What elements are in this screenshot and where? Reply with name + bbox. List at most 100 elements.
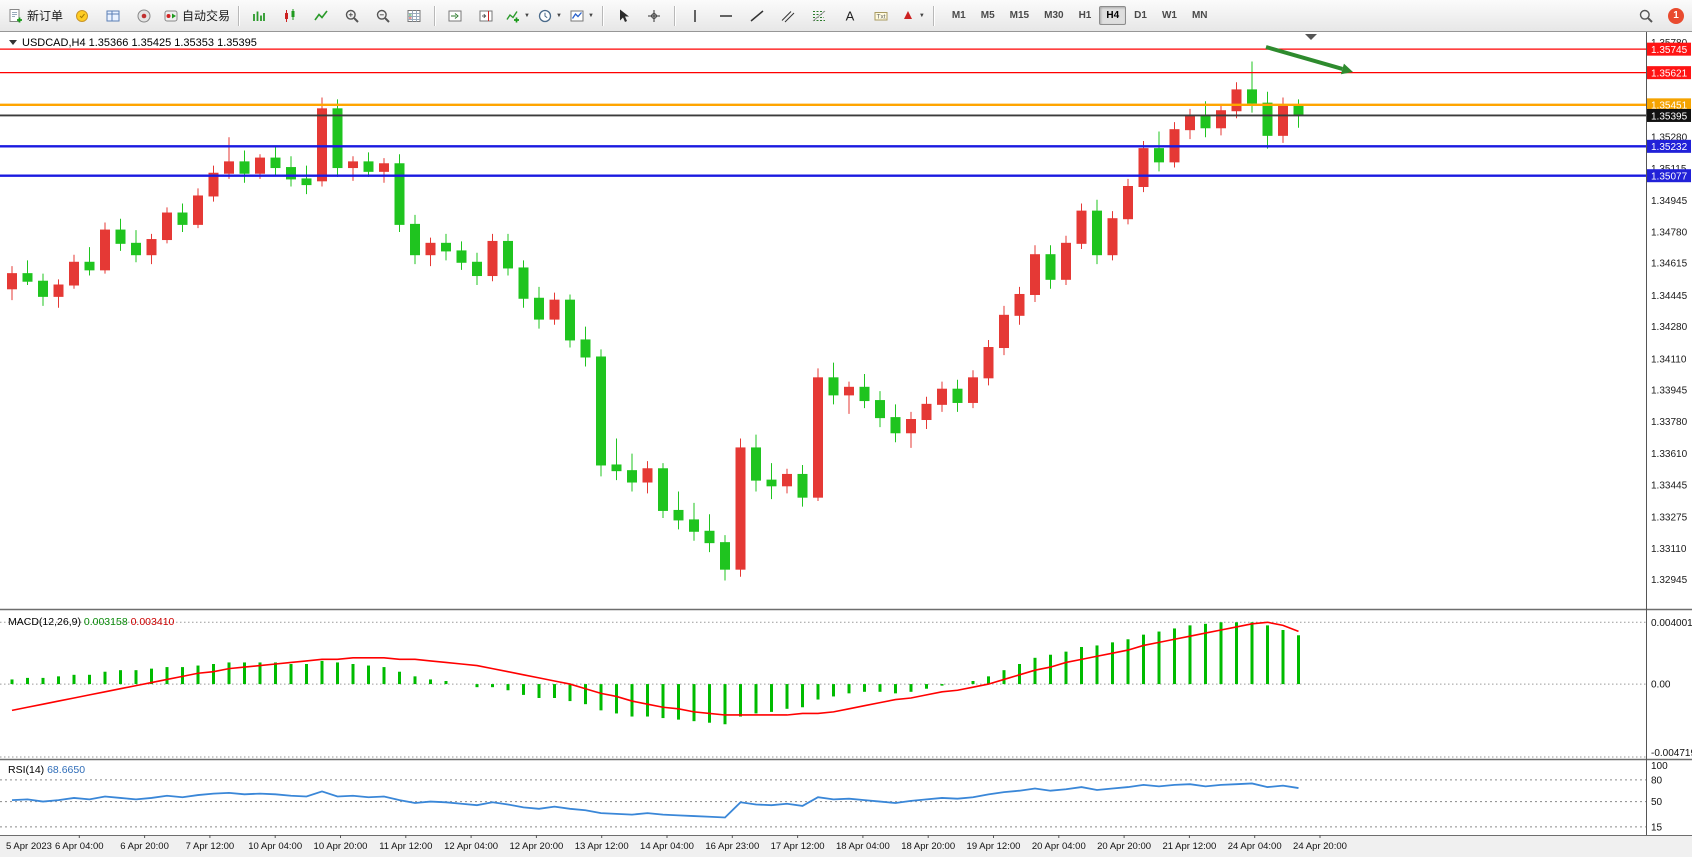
candle-body: [875, 400, 885, 419]
auto-scroll-button[interactable]: [440, 3, 470, 29]
candle-body: [1293, 104, 1304, 116]
candle-body: [425, 242, 436, 256]
chart-shift-marker[interactable]: [1305, 34, 1317, 40]
macd-level-label: -0.004719: [1651, 748, 1692, 759]
templates-icon: [570, 10, 584, 21]
candle-body: [937, 388, 947, 405]
chart-shift-icon: [479, 10, 493, 21]
rsi-label: RSI(14) 68.6650: [8, 764, 85, 776]
time-tick-label: 17 Apr 12:00: [771, 841, 825, 852]
price-tick-label: 1.35280: [1651, 133, 1688, 144]
time-axis[interactable]: [0, 835, 1692, 857]
navigator-button[interactable]: [129, 3, 159, 29]
trend-arrow-line[interactable]: [1265, 45, 1343, 71]
data-window-button[interactable]: [98, 3, 128, 29]
candle-body: [766, 479, 777, 487]
timeframe-button-h1[interactable]: H1: [1072, 6, 1099, 25]
candle-body: [704, 530, 715, 544]
candle-body: [317, 108, 327, 182]
price-tick-label: 1.33780: [1651, 417, 1688, 428]
horizontal-line-icon: [719, 14, 732, 17]
time-tick-label: 7 Apr 12:00: [186, 841, 235, 852]
rsi-level-label: 100: [1651, 761, 1668, 772]
candle-body: [580, 339, 591, 358]
line-chart-button[interactable]: [306, 3, 336, 29]
indicators-icon: [506, 10, 520, 22]
timeframe-button-m1[interactable]: M1: [945, 6, 973, 25]
symbol-dropdown-icon[interactable]: [9, 40, 17, 45]
candle-body: [1138, 148, 1149, 187]
candlestick-chart-button[interactable]: [275, 3, 305, 29]
candle-body: [348, 161, 358, 169]
time-tick-label: 12 Apr 04:00: [444, 841, 498, 852]
candle-body: [1262, 102, 1273, 136]
fibonacci-button[interactable]: [804, 3, 834, 29]
cursor-button[interactable]: [608, 3, 638, 29]
chart-shift-button[interactable]: [471, 3, 501, 29]
macd-label: MACD(12,26,9) 0.003158 0.003410: [8, 616, 175, 628]
notification-badge[interactable]: 1: [1668, 7, 1684, 24]
candle-body: [859, 386, 870, 402]
periods-clock-icon: [538, 9, 552, 22]
auto-trading-button[interactable]: 自动交易: [160, 3, 233, 29]
chevron-down-icon: ▼: [918, 12, 925, 19]
text-label-button[interactable]: Txt: [866, 3, 896, 29]
price-tick-label: 1.32945: [1651, 575, 1688, 586]
timeframe-button-d1[interactable]: D1: [1127, 6, 1154, 25]
time-tick-label: 14 Apr 04:00: [640, 841, 694, 852]
candle-body: [518, 267, 529, 299]
periods-button[interactable]: ▼: [534, 3, 565, 29]
channel-button[interactable]: [773, 3, 803, 29]
equidistant-channel-icon: [781, 10, 795, 22]
timeframe-button-m5[interactable]: M5: [974, 6, 1002, 25]
timeframe-button-h4[interactable]: H4: [1099, 6, 1127, 25]
timeframe-button-m15[interactable]: M15: [1003, 6, 1036, 25]
candle-body: [1185, 115, 1195, 131]
quotes-grid-button[interactable]: [399, 3, 429, 29]
candle-body: [1154, 148, 1164, 163]
time-tick-label: 10 Apr 20:00: [314, 841, 368, 852]
timeframe-button-w1[interactable]: W1: [1155, 6, 1184, 25]
rsi-level-label: 80: [1651, 775, 1663, 786]
candle-body: [611, 464, 622, 472]
time-tick-label: 18 Apr 20:00: [901, 841, 955, 852]
toolbar-separator: [673, 5, 675, 26]
new-order-button[interactable]: 新订单: [5, 3, 66, 29]
candle-body: [84, 261, 95, 271]
text-button[interactable]: A: [835, 3, 865, 29]
zoom-in-button[interactable]: [337, 3, 367, 29]
price-tick-label: 1.34945: [1651, 196, 1688, 207]
crosshair-button[interactable]: [639, 3, 669, 29]
zoom-in-icon: [345, 9, 359, 23]
trendline-button[interactable]: [742, 3, 772, 29]
vertical-line-button[interactable]: [680, 3, 710, 29]
horizontal-line-button[interactable]: [711, 3, 741, 29]
vertical-line-icon: [694, 9, 696, 22]
timeframe-button-m30[interactable]: M30: [1037, 6, 1070, 25]
arrows-button[interactable]: ▼: [897, 3, 928, 29]
price-line-label: 1.35077: [1651, 172, 1688, 183]
auto-trading-label: 自动交易: [182, 9, 231, 23]
timeframe-button-mn[interactable]: MN: [1185, 6, 1215, 25]
price-line-label-box: [1647, 169, 1691, 183]
chart-canvas[interactable]: 1.357801.352801.351151.349451.347801.346…: [0, 32, 1692, 857]
bars-chart-button[interactable]: [244, 3, 274, 29]
time-tick-label: 11 Apr 12:00: [379, 841, 432, 852]
candle-body: [999, 314, 1009, 349]
zoom-out-button[interactable]: [368, 3, 398, 29]
time-tick-label: 16 Apr 23:00: [705, 841, 759, 852]
candle-body: [1200, 115, 1211, 129]
candle-body: [69, 261, 79, 286]
search-button[interactable]: [1631, 3, 1661, 29]
macd-level-label: 0.004001: [1651, 618, 1692, 629]
toolbar-right-group: 1: [1631, 3, 1687, 29]
toolbar: 新订单 自动交易 ▼ ▼: [0, 0, 1692, 32]
templates-button[interactable]: ▼: [566, 3, 597, 29]
indicators-button[interactable]: ▼: [502, 3, 533, 29]
market-watch-button[interactable]: [67, 3, 97, 29]
rsi-level-label: 15: [1651, 822, 1663, 833]
cursor-icon: [619, 9, 629, 22]
candle-body: [968, 377, 978, 403]
chart-background[interactable]: [0, 32, 1692, 857]
navigator-icon: [137, 9, 151, 22]
